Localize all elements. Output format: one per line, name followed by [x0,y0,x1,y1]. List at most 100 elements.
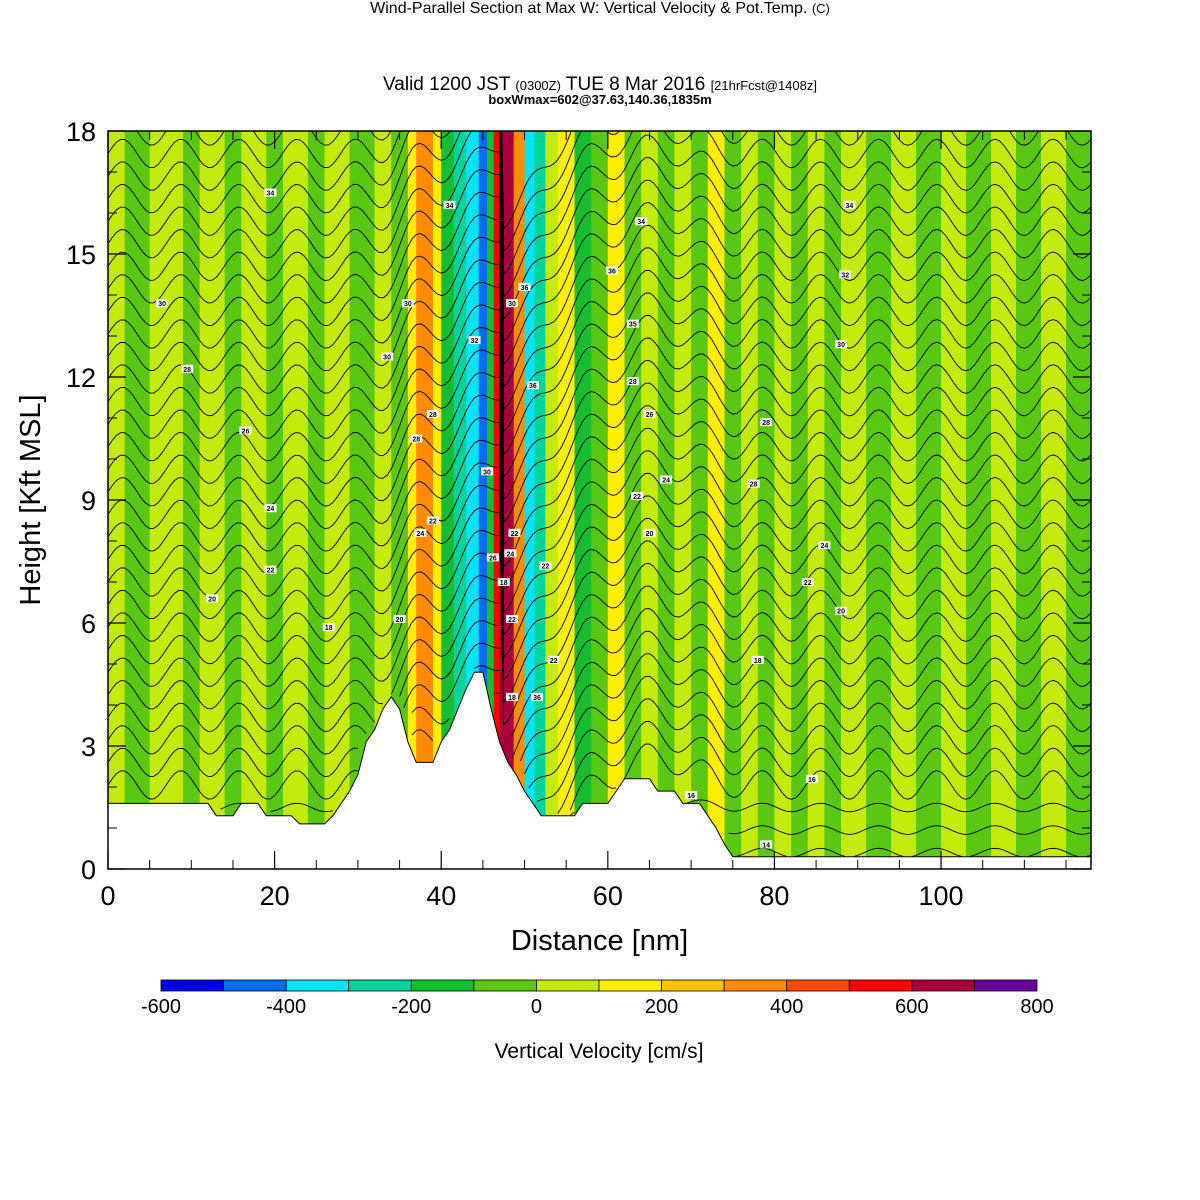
contour-label: 28 [410,434,423,444]
contour-label: 34 [264,188,277,198]
contour-label-text: 22 [550,658,558,665]
contour-label-text: 28 [183,367,191,374]
contour-label: 18 [751,655,764,665]
y-tick-label: 15 [66,240,96,270]
contour-label-text: 24 [267,506,275,513]
x-tick-label: 40 [426,881,456,911]
contour-label-text: 30 [404,301,412,308]
valid-zulu: (0300Z) [515,78,561,93]
isentrope-line [108,597,1091,774]
colorbar-swatch [160,979,224,992]
contour-label: 22 [801,578,814,587]
isentrope-line [108,642,1091,802]
colorbar-tick-label: 800 [1020,996,1053,1018]
contour-label: 24 [264,504,277,513]
colorbar-swatch [348,979,412,992]
valid-time-line: Valid 1200 JST (0300Z) TUE 8 Mar 2016 [2… [0,74,1200,96]
contour-label-box [410,434,423,443]
contour-label-box [468,336,481,345]
box-wmax-line: boxWmax=602@37.63,140.36,1835m [488,92,712,107]
contour-labels: 34 30 28 26 24 22 20 18 34 30 30 28 28 22 24 20 32 30 26 24… [156,188,856,849]
velocity-column [324,131,351,869]
contour-label: 36 [605,266,618,275]
contour-label-text: 36 [521,285,529,292]
contour-label-box [506,692,519,701]
contour-label-text: 30 [483,469,491,476]
velocity-column [966,131,992,869]
contour-label: 22 [264,565,277,575]
contour-label-box [547,655,560,664]
contour-label: 22 [539,561,552,571]
x-tick-label: 0 [100,881,115,911]
contour-label: 24 [414,528,427,538]
contour-label-box [843,200,856,209]
contour-label-text: 30 [383,355,391,362]
contour-label: 30 [506,299,519,308]
contour-label-box [486,553,499,562]
velocity-column [841,131,867,869]
isentrope-line [108,304,1091,523]
contour-label-text: 22 [541,564,549,571]
velocity-column [1016,131,1042,869]
isentrope-line [108,282,1091,501]
velocity-column [741,131,759,869]
contour-label: 34 [843,200,856,210]
y-axis-label: Height [Kft MSL] [15,394,47,605]
contour-label-text: 18 [508,695,516,702]
contour-label-text: 34 [446,203,454,210]
contour-label-box [760,840,773,849]
contour-label: 30 [481,467,494,476]
title-main-text: Wind-Parallel Section at Max W: Vertical… [370,0,808,17]
contour-label: 16 [805,774,818,784]
terrain-shape [108,671,1091,869]
velocity-field [108,131,1091,869]
contour-label: 18 [322,623,335,632]
contour-label-text: 22 [508,617,516,624]
isentrope-line [108,146,1091,365]
contour-label: 20 [206,594,219,603]
contour-label: 28 [747,479,760,489]
velocity-column [545,131,559,869]
isentrope-line [108,236,1091,456]
velocity-column [478,131,488,869]
velocity-column [493,131,501,869]
contour-label: 24 [504,549,517,558]
contour-label-text: 26 [489,555,497,562]
contour-label-text: 18 [754,658,762,665]
contour-label-box [156,299,169,308]
contour-label-text: 32 [471,338,479,345]
isentrope-line [108,327,1091,546]
contour-label: 26 [239,426,252,435]
contour-label: 28 [626,377,639,386]
velocity-column [891,131,917,869]
isentrope-line [108,131,1091,320]
colorbar-swatch [598,979,662,992]
contour-label-box [818,541,831,550]
contour-label-text: 32 [841,273,849,280]
contour-label-box [805,774,818,783]
isentrope-line [108,349,1091,568]
contour-label-box [239,426,252,435]
y-tick-label: 3 [81,732,96,762]
colorbar-swatch [911,979,975,992]
contour-label-text: 30 [158,301,166,308]
colorbar-swatch [723,979,788,992]
contour-label: 30 [401,299,414,308]
contour-label-box [630,491,643,500]
velocity-column [624,131,642,869]
colorbar-swatch [661,979,725,992]
velocity-column [241,131,267,869]
contour-label-box [835,340,848,349]
velocity-column [941,131,967,869]
velocity-column [657,131,675,869]
contour-label-box [181,364,194,373]
contour-label-text: 24 [821,543,829,550]
colorbar-swatch [410,979,475,992]
contour-label-box [539,561,552,570]
valid-prefix: Valid 1200 JST [383,74,511,95]
contour-label-box [264,504,277,513]
contour-label-box [747,479,760,488]
colorbar-tick-label: 400 [770,996,803,1018]
x-tick-label: 100 [919,881,964,911]
velocity-column [707,131,725,869]
